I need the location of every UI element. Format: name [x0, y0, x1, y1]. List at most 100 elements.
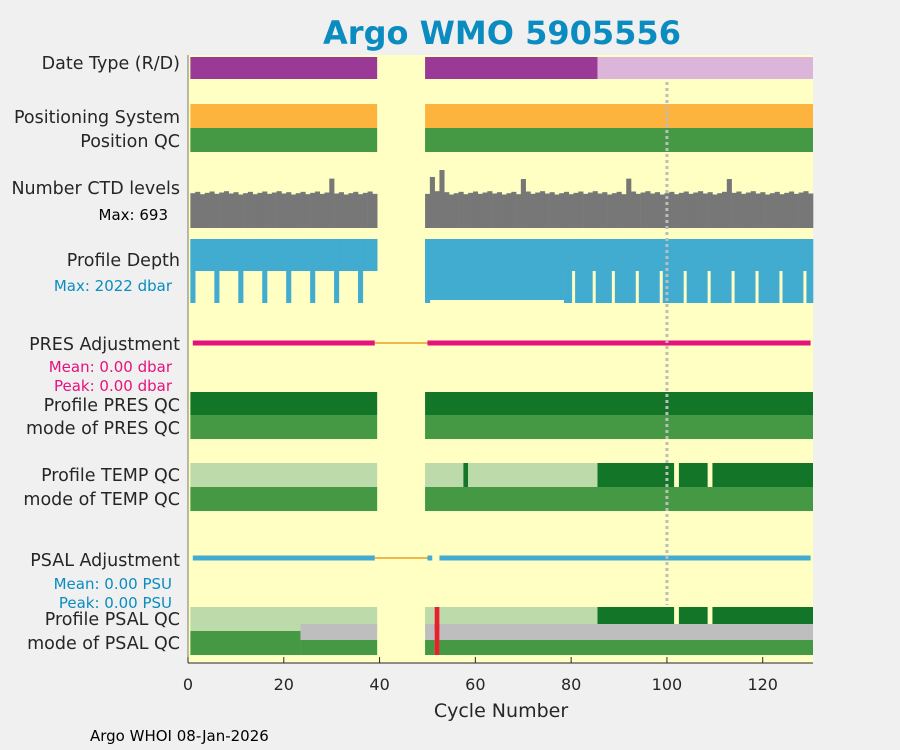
profile-pres-qc-segment-1 [425, 392, 813, 415]
psal-mean-label: Mean: 0.00 PSU [54, 575, 172, 593]
mode-psal-qc-segment-2 [425, 640, 435, 655]
ctd-level-bar [434, 191, 440, 228]
ctd-level-bar [650, 193, 656, 228]
profile-depth-bar [736, 239, 742, 303]
label-mode-pres-qc: mode of PRES QC [26, 419, 180, 439]
ctd-level-bar [199, 194, 206, 228]
ctd-level-bar [300, 191, 306, 228]
profile-depth-bar [750, 239, 756, 303]
profile-depth-bar [362, 239, 368, 271]
profile-depth-bar [587, 239, 593, 303]
ctd-level-bar [520, 179, 526, 228]
profile-depth-bar [693, 239, 699, 303]
profile-depth-notch [755, 271, 759, 303]
profile-depth-bar [808, 239, 814, 303]
x-tick-label: 60 [465, 675, 485, 694]
label-psal-adjustment: PSAL Adjustment [30, 551, 180, 571]
ctd-level-bar [329, 178, 335, 228]
ctd-level-bar [444, 192, 450, 228]
profile-depth-bar [621, 239, 627, 303]
profile-depth-bar [319, 239, 325, 271]
ctd-level-bar [745, 192, 752, 228]
ctd-level-bar [688, 193, 694, 228]
profile-temp-qc-segment-5 [678, 463, 708, 487]
profile-depth-bar [602, 239, 608, 303]
profile-depth-bar [353, 239, 359, 271]
ctd-level-bar [372, 193, 378, 228]
profile-depth-notch [683, 271, 687, 303]
positioning-system-segment-0 [190, 104, 378, 128]
profile-depth-bar [798, 239, 804, 303]
ctd-level-bar [669, 191, 675, 228]
profile-temp-qc-segment-2 [463, 463, 469, 487]
profile-temp-qc-segment-6 [712, 463, 813, 487]
profile-depth-bar [314, 239, 321, 271]
ctd-level-bar [736, 191, 742, 228]
x-tick-label: 120 [747, 675, 778, 694]
label-mode-psal-qc: mode of PSAL QC [27, 634, 180, 654]
ctd-level-bar [516, 194, 522, 228]
ctd-level-bar [449, 194, 455, 228]
ctd-level-bar [463, 194, 469, 228]
pres-mean-label: Mean: 0.00 dbar [49, 358, 173, 376]
ctd-level-bar [583, 193, 589, 228]
ctd-level-bar [578, 191, 584, 228]
profile-depth-notch [779, 271, 783, 303]
ctd-level-bar [631, 191, 637, 228]
ctd-level-bar [616, 191, 622, 228]
profile-depth-bar [243, 239, 249, 271]
ctd-level-bar [487, 191, 493, 228]
ctd-level-bar [674, 194, 680, 228]
profile-depth-bar [688, 239, 694, 303]
profile-depth-deep-bar [238, 239, 244, 303]
ctd-level-bar [726, 179, 732, 228]
mode-temp-qc-segment-1 [425, 487, 813, 511]
label-mode-temp-qc: mode of TEMP QC [23, 490, 180, 510]
ctd-level-bar [243, 193, 249, 228]
ctd-level-bar [314, 191, 321, 228]
profile-depth-bar [765, 239, 771, 303]
ctd-level-bar [755, 193, 761, 228]
ctd-level-bar [678, 192, 684, 228]
ctd-level-bar [367, 191, 373, 228]
ctd-level-bar [286, 192, 292, 228]
ctd-level-bar [683, 191, 689, 228]
ctd-level-bar [808, 193, 814, 228]
profile-depth-notch [592, 271, 596, 303]
label-position-qc: Position QC [80, 132, 180, 152]
profile-depth-bar [209, 239, 215, 271]
ctd-level-bar [803, 191, 809, 228]
ctd-level-bar [429, 176, 435, 228]
ctd-level-bar [793, 193, 799, 228]
position-qc-segment-1 [425, 128, 813, 152]
ctd-level-bar [458, 191, 464, 228]
profile-depth-bar [329, 239, 335, 271]
ctd-level-bar [195, 191, 201, 228]
ctd-level-bar [597, 193, 603, 228]
ctd-level-bar [784, 192, 790, 228]
ctd-level-bar [238, 194, 244, 228]
ctd-level-bar [257, 192, 263, 228]
mode-psal-qc-segment-1 [300, 640, 378, 655]
ctd-level-bar [501, 194, 507, 228]
ctd-level-bar [209, 191, 215, 228]
plot-background [188, 55, 813, 663]
mode-pres-qc-segment-0 [190, 415, 378, 439]
ctd-level-bar [506, 193, 512, 228]
x-axis: 0 20 40 60 80 100 120 [183, 55, 813, 694]
ctd-level-bar [472, 191, 479, 228]
profile-depth-bar [717, 239, 723, 303]
ctd-level-bar [707, 192, 713, 228]
ctd-level-bar [262, 191, 268, 228]
ctd-level-bar [779, 194, 785, 228]
ctd-level-bar [482, 192, 488, 228]
profile-depth-bar [784, 239, 790, 303]
ctd-level-bar [760, 192, 766, 228]
ctd-level-bar [693, 192, 699, 228]
profile-depth-bar [343, 239, 349, 271]
ctd-level-bar [769, 193, 775, 228]
profile-depth-deep-bar [286, 239, 292, 303]
ctd-level-bar [798, 192, 804, 228]
ctd-level-bar [626, 178, 632, 228]
ctd-level-bar [343, 194, 349, 228]
